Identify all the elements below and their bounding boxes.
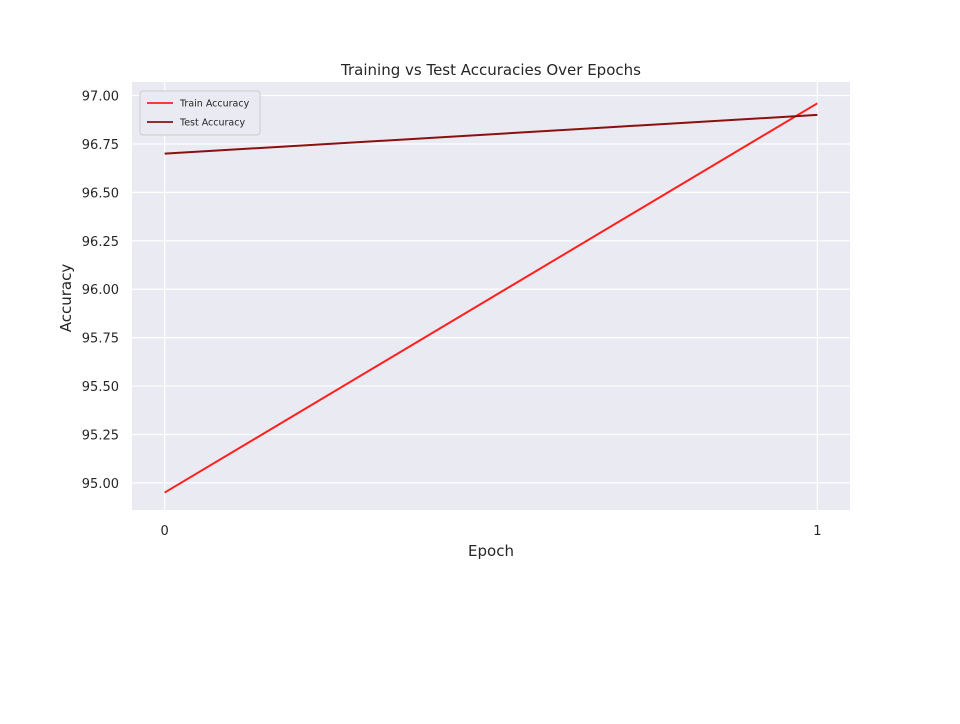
chart-title: Training vs Test Accuracies Over Epochs [340,61,641,79]
y-tick-label: 96.50 [82,186,119,201]
y-tick-label: 95.00 [82,477,119,492]
series-line-test-accuracy [164,113,818,155]
y-tick-label: 96.00 [82,283,119,298]
y-tick-label: 96.25 [82,235,119,250]
y-tick-label: 97.00 [82,90,119,105]
legend: Train Accuracy Test Accuracy [139,90,261,136]
x-tick-label: 1 [813,524,821,539]
series-line-train-accuracy [164,102,818,494]
y-tick-label: 95.75 [82,332,119,347]
y-tick-label: 95.25 [82,428,119,443]
y-axis-label: Accuracy [57,264,75,333]
legend-box [139,90,261,136]
x-axis-label: Epoch [468,542,514,560]
plot-background [132,82,850,510]
x-tick-label: 0 [160,524,168,539]
y-tick-label: 95.50 [82,380,119,395]
series-lines [164,102,818,494]
grid-lines [132,82,850,510]
y-tick-label: 96.75 [82,138,119,153]
legend-label-test: Test Accuracy [179,118,245,129]
legend-label-train: Train Accuracy [179,99,250,110]
tick-labels: 95.00 95.25 95.50 95.75 96.00 96.25 96.50 96.75… [82,90,822,539]
